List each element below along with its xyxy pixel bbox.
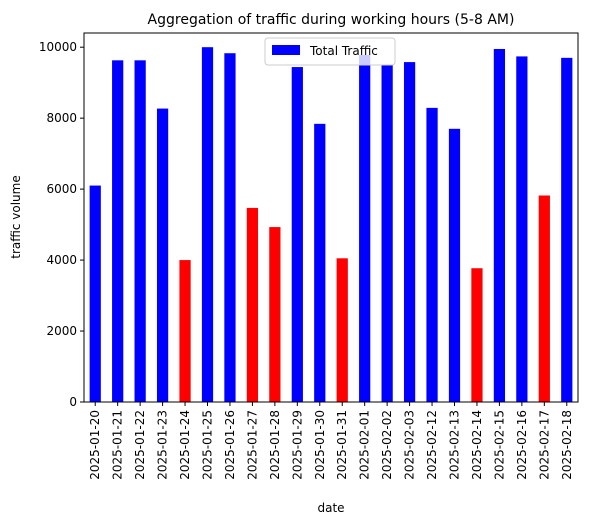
- x-tick-label: 2025-01-30: [313, 410, 327, 480]
- x-tick-label: 2025-01-20: [88, 410, 102, 480]
- bar-2025-01-29: [291, 67, 303, 403]
- x-tick-label: 2025-01-25: [201, 410, 215, 480]
- bar-2025-02-17: [538, 195, 550, 402]
- x-tick-label: 2025-02-14: [470, 410, 484, 480]
- bar-2025-02-14: [471, 268, 483, 402]
- bar-2025-02-02: [381, 64, 393, 402]
- plot-frame: [83, 32, 579, 403]
- y-axis-label: traffic volume: [9, 175, 23, 258]
- bar-2025-02-01: [359, 54, 371, 402]
- y-axis: 0 2000 4000 6000 8000 10000: [39, 40, 84, 409]
- x-tick-label: 2025-02-17: [537, 410, 551, 480]
- bar-2025-02-13: [448, 128, 461, 402]
- bar-2025-01-27: [246, 207, 259, 402]
- bar-2025-01-21: [112, 60, 124, 402]
- bar-2025-02-03: [403, 62, 416, 402]
- x-tick-label: 2025-01-22: [133, 410, 147, 480]
- x-tick-label: 2025-02-03: [403, 410, 417, 480]
- x-axis: 2025-01-20 2025-01-21 2025-01-22 2025-01-23…: [88, 402, 574, 480]
- y-tick-label: 6000: [46, 182, 77, 196]
- x-tick-label: 2025-01-21: [111, 410, 125, 480]
- x-tick-label: 2025-01-23: [156, 410, 170, 480]
- x-tick-label: 2025-02-13: [448, 410, 462, 480]
- x-tick-label: 2025-01-24: [178, 410, 192, 480]
- x-tick-label: 2025-02-12: [425, 410, 439, 480]
- legend-frame: [264, 37, 396, 66]
- bar-2025-02-12: [426, 107, 438, 402]
- x-tick-label: 2025-02-18: [560, 410, 574, 480]
- x-tick-label: 2025-02-16: [515, 410, 529, 480]
- y-tick-label: 0: [69, 395, 77, 409]
- x-tick-label: 2025-01-26: [223, 410, 237, 480]
- bar-2025-01-24: [179, 260, 191, 402]
- bar-2025-01-31: [336, 258, 348, 402]
- x-tick-label: 2025-02-02: [380, 410, 394, 480]
- bar-2025-01-30: [314, 123, 326, 402]
- bar-2025-01-25: [201, 47, 214, 402]
- legend: Total Traffic: [264, 37, 396, 66]
- y-tick-label: 2000: [46, 324, 77, 338]
- legend-label: Total Traffic: [309, 44, 378, 58]
- legend-swatch: [272, 45, 300, 55]
- chart-title: Aggregation of traffic during working ho…: [148, 12, 515, 28]
- x-tick-label: 2025-01-31: [335, 410, 349, 480]
- bar-2025-01-28: [269, 227, 281, 402]
- bar-2025-01-22: [134, 60, 146, 402]
- x-tick-label: 2025-01-29: [290, 410, 304, 480]
- bar-2025-02-15: [493, 48, 506, 403]
- x-tick-label: 2025-01-28: [268, 410, 282, 480]
- x-axis-label: date: [317, 501, 344, 515]
- y-tick-label: 8000: [46, 111, 77, 125]
- bars-group: [89, 47, 573, 403]
- y-tick-label: 4000: [46, 253, 77, 267]
- x-tick-label: 2025-02-01: [358, 410, 372, 480]
- y-tick-label: 10000: [39, 40, 77, 54]
- x-tick-label: 2025-01-27: [245, 410, 259, 480]
- bar-2025-01-26: [224, 53, 236, 403]
- bar-2025-02-18: [561, 57, 573, 402]
- bar-2025-02-16: [516, 56, 528, 403]
- bar-2025-01-20: [89, 185, 101, 402]
- x-tick-label: 2025-02-15: [492, 410, 506, 480]
- bar-2025-01-23: [156, 108, 169, 402]
